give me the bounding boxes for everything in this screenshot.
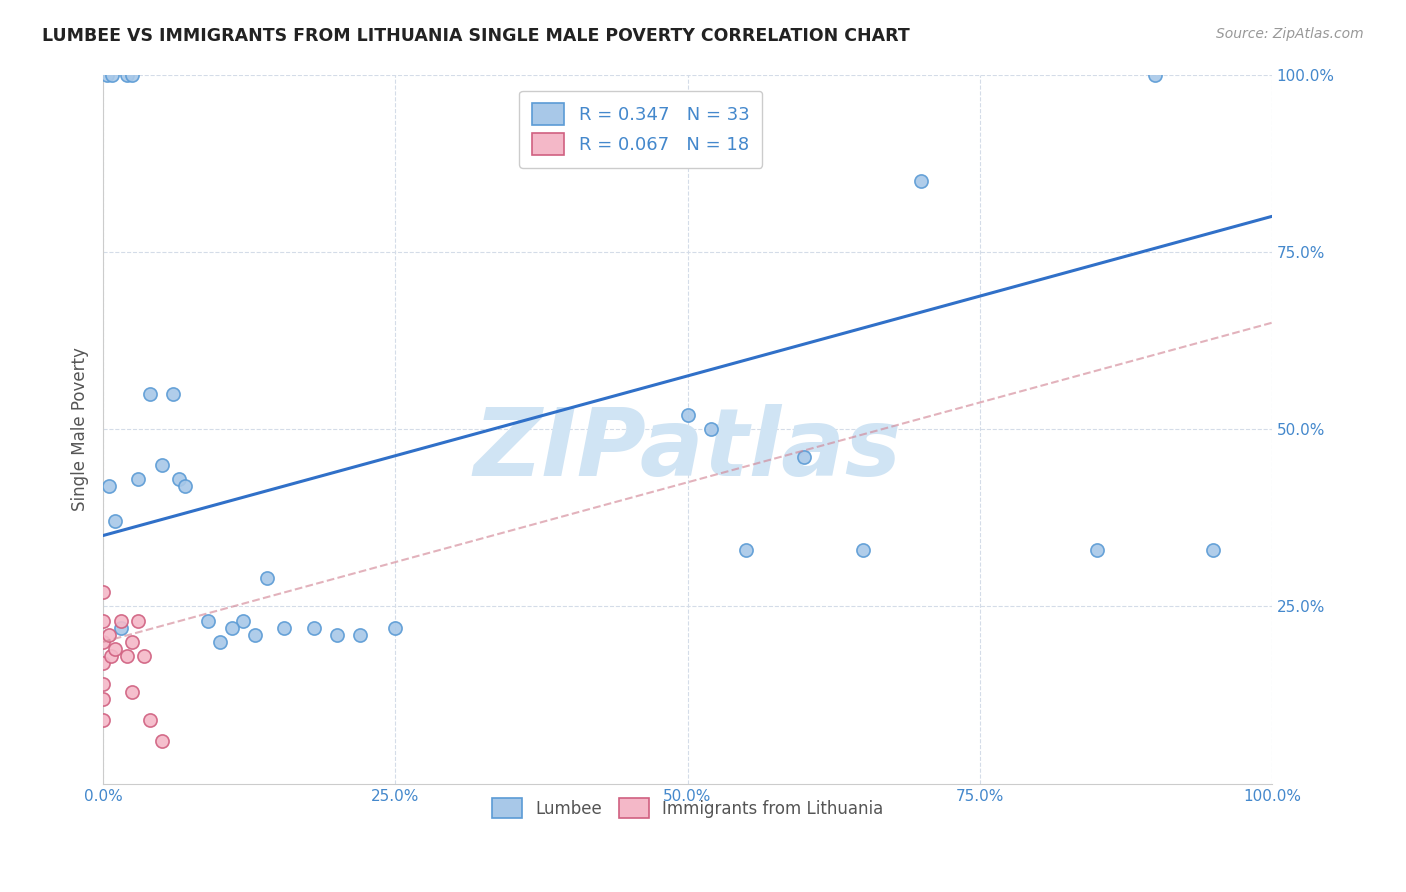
Point bbox=[91, 635, 114, 649]
Point bbox=[98, 628, 121, 642]
Point bbox=[139, 386, 162, 401]
Point bbox=[243, 628, 266, 642]
Text: Source: ZipAtlas.com: Source: ZipAtlas.com bbox=[1216, 27, 1364, 41]
Point bbox=[349, 628, 371, 642]
Point bbox=[232, 614, 254, 628]
Point bbox=[167, 472, 190, 486]
Point bbox=[852, 542, 875, 557]
Y-axis label: Single Male Poverty: Single Male Poverty bbox=[72, 347, 89, 511]
Point bbox=[115, 649, 138, 664]
Point bbox=[1143, 68, 1166, 82]
Point bbox=[104, 642, 127, 657]
Point bbox=[384, 621, 406, 635]
Point bbox=[115, 68, 138, 82]
Point bbox=[91, 656, 114, 670]
Text: ZIPatlas: ZIPatlas bbox=[474, 404, 901, 497]
Point bbox=[139, 713, 162, 727]
Point bbox=[91, 713, 114, 727]
Point bbox=[110, 621, 132, 635]
Point bbox=[700, 422, 723, 436]
Point bbox=[91, 585, 114, 599]
Point bbox=[127, 472, 149, 486]
Point bbox=[101, 68, 124, 82]
Point bbox=[91, 614, 114, 628]
Point bbox=[162, 386, 184, 401]
Point bbox=[221, 621, 243, 635]
Point bbox=[121, 635, 143, 649]
Point bbox=[91, 691, 114, 706]
Point bbox=[910, 174, 932, 188]
Point bbox=[98, 479, 121, 493]
Legend: Lumbee, Immigrants from Lithuania: Lumbee, Immigrants from Lithuania bbox=[485, 791, 890, 825]
Point bbox=[150, 458, 173, 472]
Point bbox=[174, 479, 197, 493]
Point bbox=[1085, 542, 1108, 557]
Point bbox=[208, 635, 231, 649]
Point bbox=[1202, 542, 1225, 557]
Point bbox=[100, 649, 122, 664]
Point bbox=[121, 684, 143, 698]
Point bbox=[132, 649, 155, 664]
Text: LUMBEE VS IMMIGRANTS FROM LITHUANIA SINGLE MALE POVERTY CORRELATION CHART: LUMBEE VS IMMIGRANTS FROM LITHUANIA SING… bbox=[42, 27, 910, 45]
Point bbox=[150, 734, 173, 748]
Point bbox=[273, 621, 295, 635]
Point bbox=[104, 514, 127, 528]
Point bbox=[256, 571, 278, 585]
Point bbox=[121, 68, 143, 82]
Point bbox=[96, 68, 118, 82]
Point bbox=[91, 677, 114, 691]
Point bbox=[793, 450, 815, 465]
Point bbox=[197, 614, 219, 628]
Point bbox=[127, 614, 149, 628]
Point bbox=[676, 408, 699, 422]
Point bbox=[326, 628, 349, 642]
Point bbox=[735, 542, 758, 557]
Point bbox=[110, 614, 132, 628]
Point bbox=[302, 621, 325, 635]
